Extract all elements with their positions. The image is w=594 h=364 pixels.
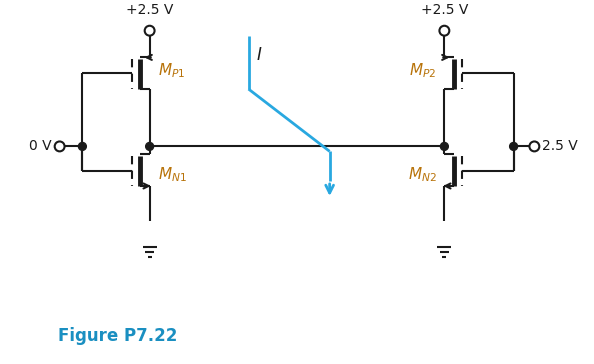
Text: $M_{N2}$: $M_{N2}$ — [407, 166, 437, 185]
Text: 0 V: 0 V — [29, 139, 52, 153]
Circle shape — [529, 142, 539, 151]
Text: $I$: $I$ — [257, 47, 263, 64]
Circle shape — [440, 142, 448, 150]
Circle shape — [145, 26, 154, 36]
Circle shape — [440, 26, 449, 36]
Circle shape — [55, 142, 65, 151]
Circle shape — [510, 142, 517, 150]
Text: $M_{N1}$: $M_{N1}$ — [157, 166, 187, 185]
Circle shape — [78, 142, 86, 150]
Circle shape — [146, 142, 154, 150]
Text: $M_{P1}$: $M_{P1}$ — [157, 61, 185, 80]
Text: 2.5 V: 2.5 V — [542, 139, 578, 153]
Text: Figure P7.22: Figure P7.22 — [58, 327, 177, 345]
Text: +2.5 V: +2.5 V — [126, 3, 173, 17]
Text: +2.5 V: +2.5 V — [421, 3, 468, 17]
Text: $M_{P2}$: $M_{P2}$ — [409, 61, 437, 80]
